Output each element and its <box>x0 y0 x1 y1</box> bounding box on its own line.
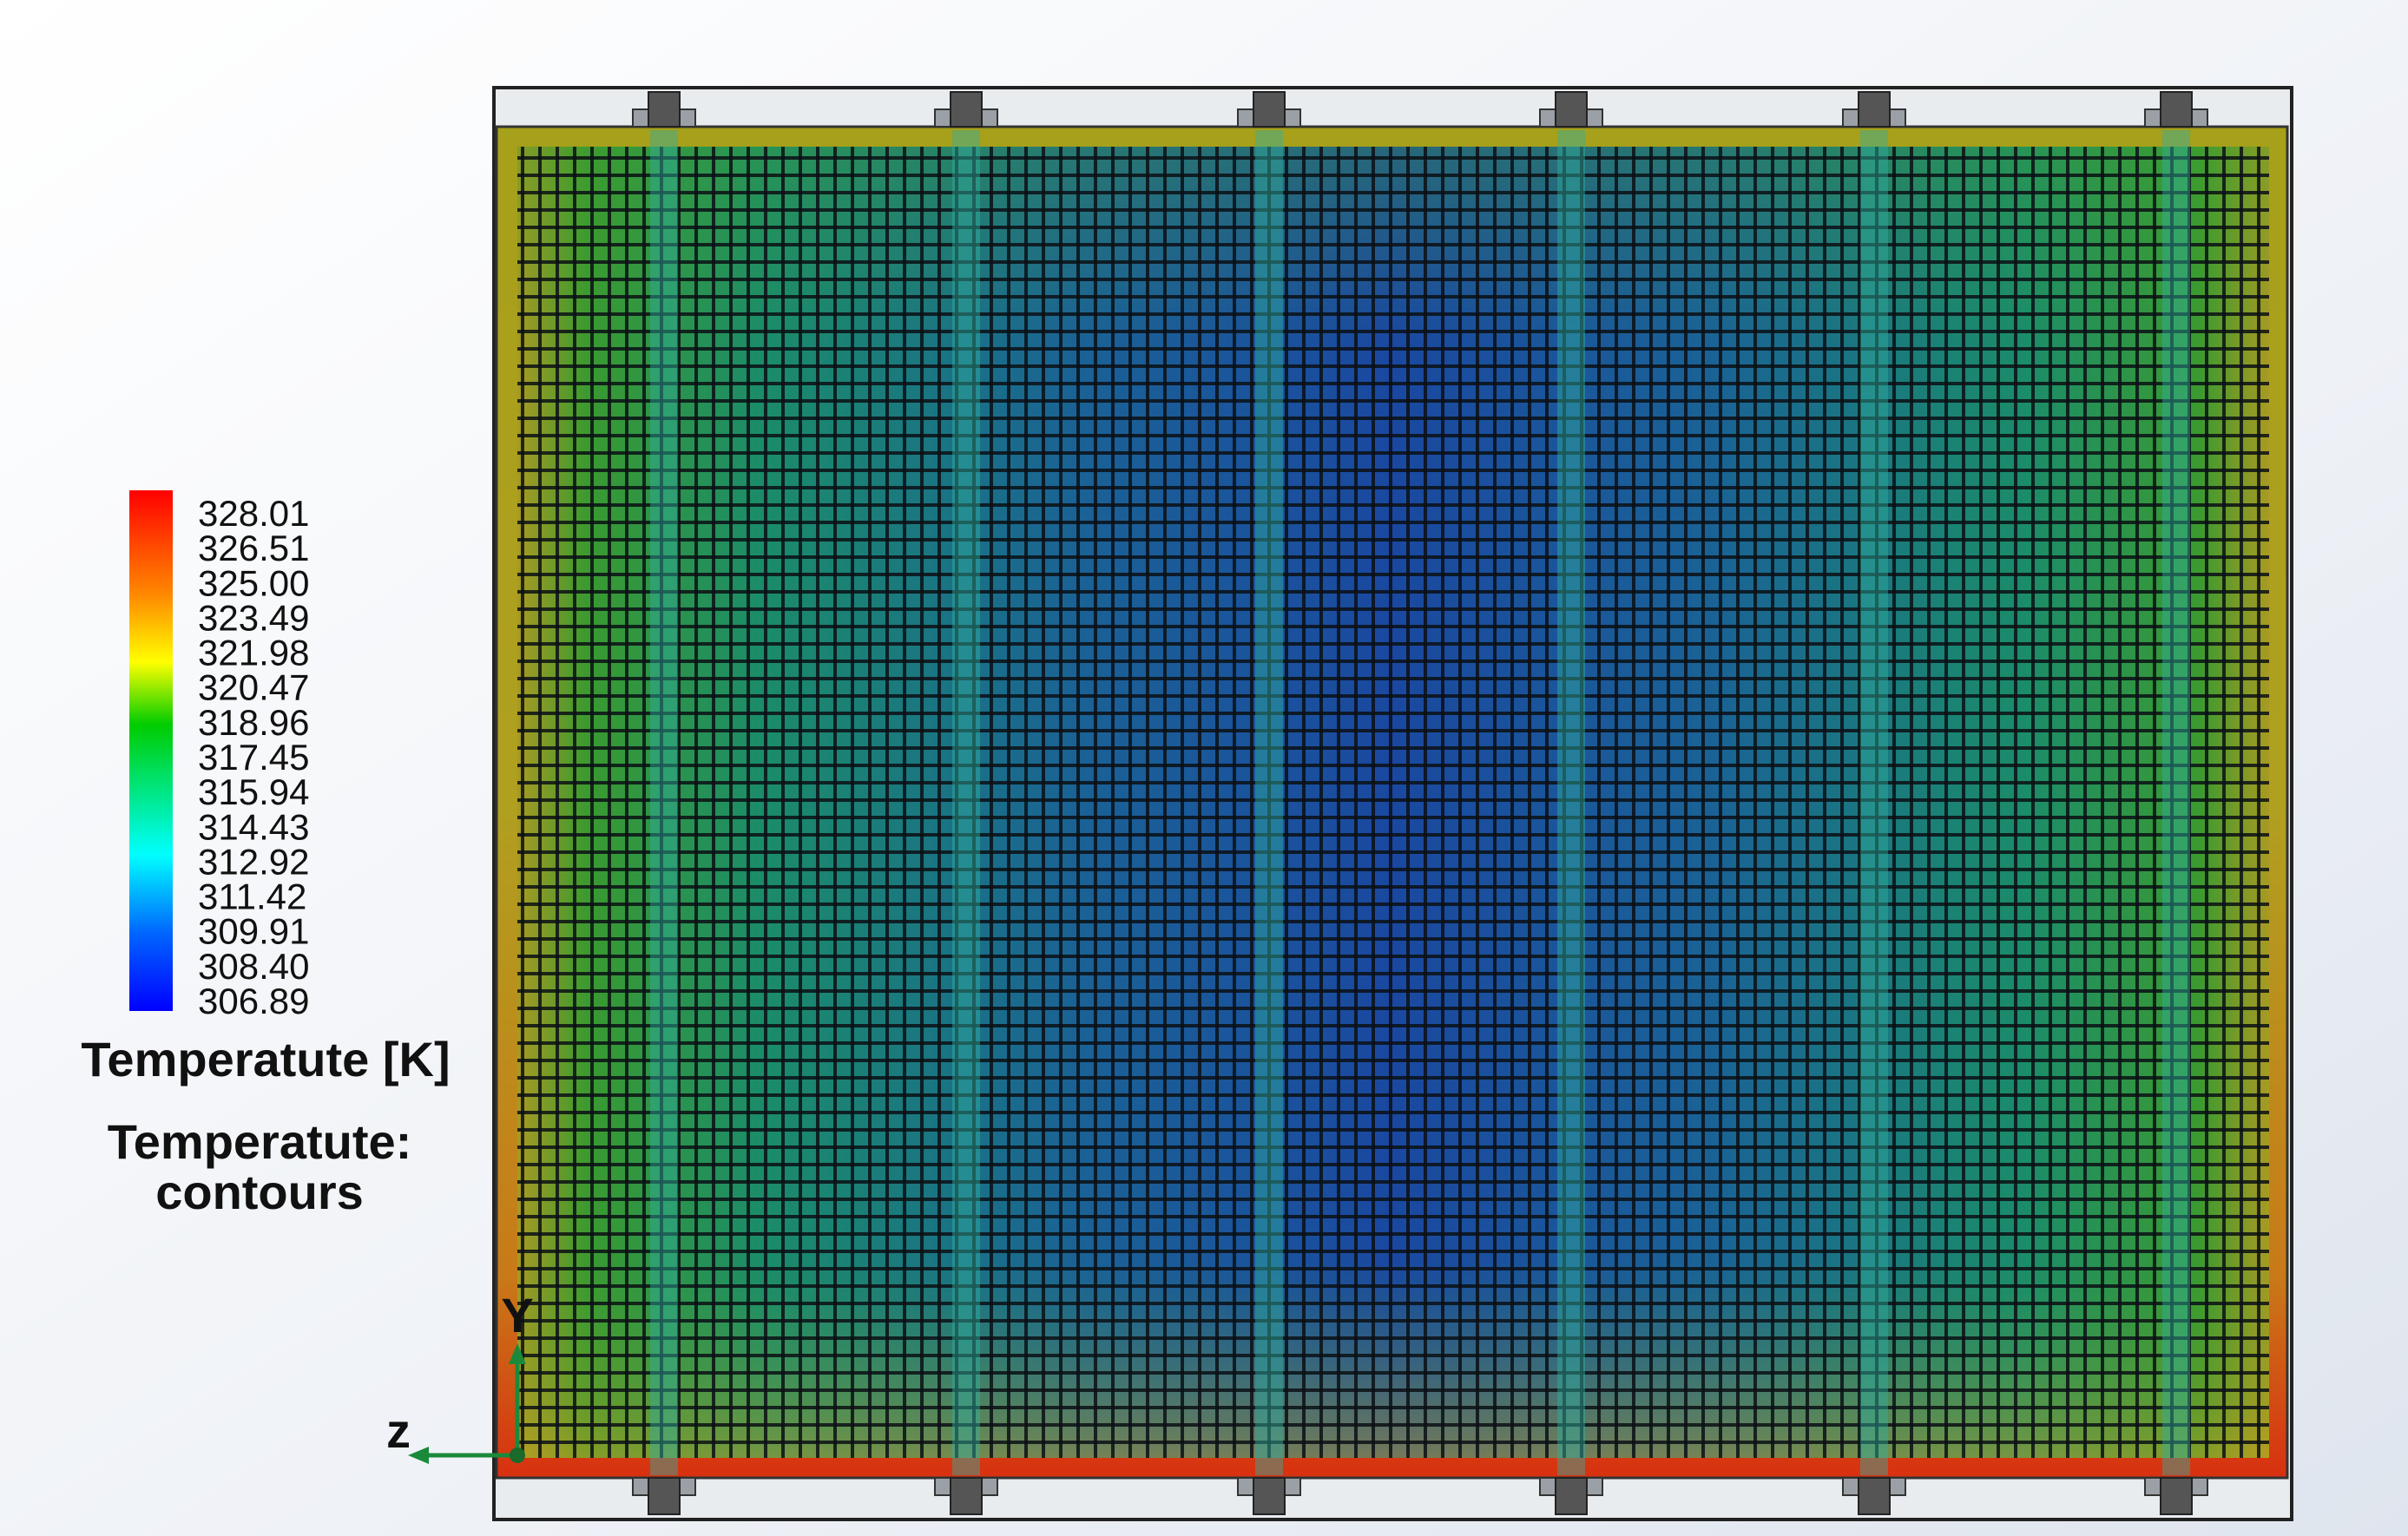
colorbar-label: 326.51 <box>198 528 309 568</box>
z-axis-arrowhead <box>408 1447 429 1464</box>
colorbar-label: 306.89 <box>198 981 309 1021</box>
bolt-head <box>950 91 983 128</box>
rod <box>1255 130 1283 1475</box>
bolt-head <box>1253 1477 1286 1515</box>
rods <box>632 91 2208 1515</box>
bolt-head <box>1253 91 1286 128</box>
colorbar-label: 314.43 <box>198 806 309 847</box>
colorbar-label: 317.45 <box>198 737 309 778</box>
rod <box>1860 130 1888 1475</box>
colorbar-label: 328.01 <box>198 493 309 534</box>
bolt-head <box>2160 91 2193 128</box>
y-axis-label: Y <box>501 1288 533 1342</box>
colorbar-label: 323.49 <box>198 597 309 638</box>
z-axis-label: z <box>386 1403 411 1458</box>
bolt-head <box>950 1477 983 1515</box>
cell-grid <box>517 147 2269 1458</box>
caption-line: Temperatute: <box>108 1114 412 1169</box>
colorbar-label: 308.40 <box>198 946 309 987</box>
colorbar-label: 311.42 <box>198 876 306 917</box>
colorbar-label: 309.91 <box>198 911 309 952</box>
colorbar-label: 321.98 <box>198 633 309 673</box>
colorbar-label: 315.94 <box>198 771 309 812</box>
colorbar-label: 320.47 <box>198 667 309 708</box>
y-axis-arrowhead <box>509 1343 526 1364</box>
rod <box>952 130 980 1475</box>
bolt-head <box>1555 1477 1588 1515</box>
bolt-head <box>648 91 681 128</box>
rod <box>2162 130 2190 1475</box>
bolt-head <box>1555 91 1588 128</box>
legend-title: Temperatute [K] <box>81 1032 450 1086</box>
colorbar-labels: 328.01326.51325.00323.49321.98320.47318.… <box>198 493 309 1021</box>
bolt-head <box>1858 91 1891 128</box>
axis-origin <box>510 1447 525 1463</box>
colorbar-label: 318.96 <box>198 702 309 743</box>
colorbar <box>129 490 173 1011</box>
rod <box>650 130 678 1475</box>
bolt-head <box>648 1477 681 1515</box>
caption-line: contours <box>155 1165 364 1219</box>
rod <box>1557 130 1585 1475</box>
bolt-head <box>2160 1477 2193 1515</box>
colorbar-label: 325.00 <box>198 562 309 603</box>
bolt-head <box>1858 1477 1891 1515</box>
colorbar-label: 312.92 <box>198 841 309 882</box>
